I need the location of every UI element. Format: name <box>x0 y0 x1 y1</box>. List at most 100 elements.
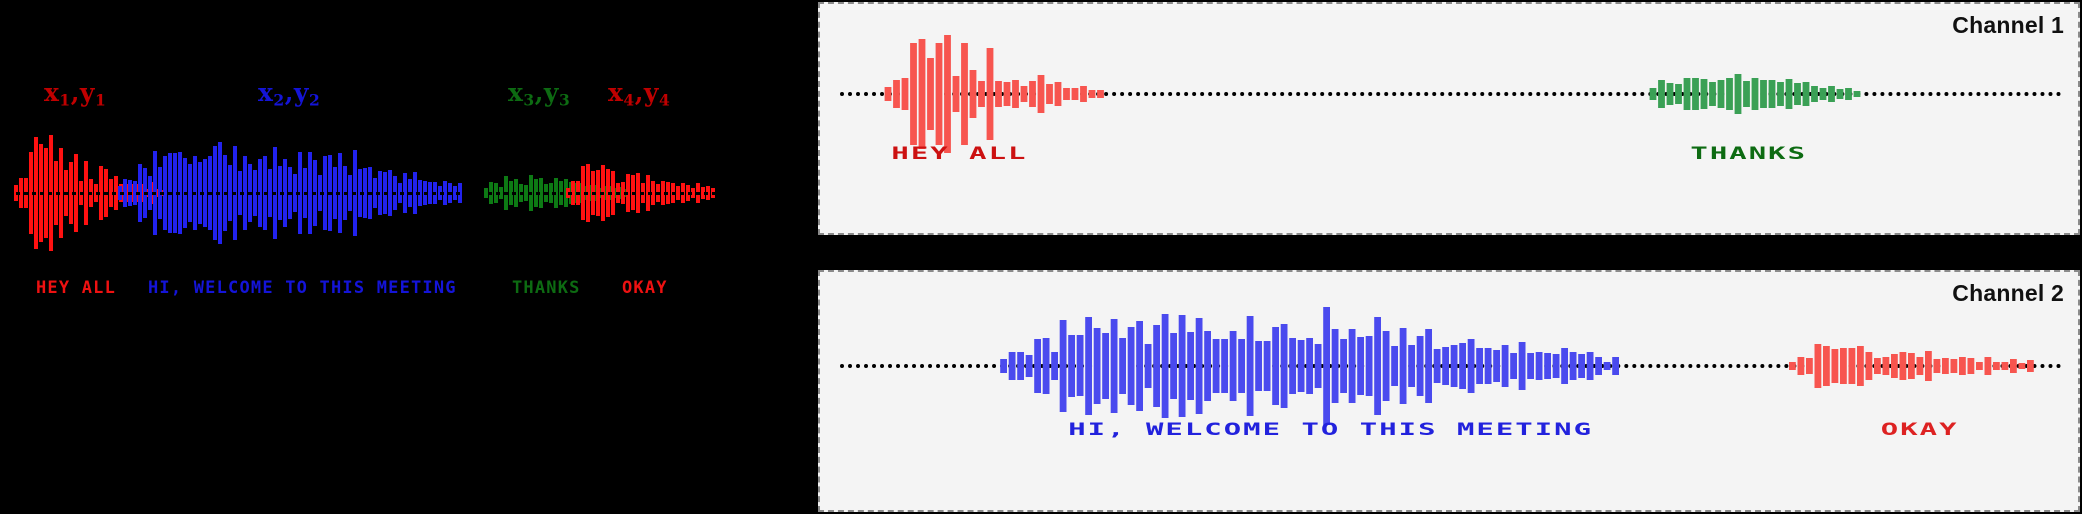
label-x: x1 <box>44 78 71 110</box>
waveform-bar <box>952 76 960 112</box>
waveform-bar <box>1857 346 1864 386</box>
waveform-bar <box>1063 88 1070 100</box>
channel-1-title: Channel 1 <box>1952 12 2064 38</box>
waveform-bar <box>1399 328 1407 404</box>
waveform-bar <box>1034 339 1041 393</box>
waveform-bar <box>1700 79 1708 109</box>
waveform-bar <box>1459 343 1466 389</box>
label-x: x3 <box>508 78 535 110</box>
waveform-bar <box>1510 352 1517 380</box>
waveform-bar <box>1170 333 1177 399</box>
waveform-bar <box>1280 324 1288 408</box>
waveform-bar <box>1823 346 1830 386</box>
waveform-bar <box>1916 357 1924 375</box>
waveform-bar <box>1785 79 1793 109</box>
label-x: x4 <box>608 78 635 110</box>
waveform-bar <box>1348 328 1356 404</box>
waveform-bar <box>1323 306 1330 426</box>
waveform-bar <box>1828 85 1835 102</box>
waveform-bar <box>1306 337 1313 395</box>
waveform-bar <box>1865 351 1873 381</box>
waveform-bar <box>1603 361 1611 371</box>
waveform-bar <box>1054 82 1062 106</box>
channel-1-zero-axis <box>840 92 2062 96</box>
waveform-bar <box>1416 335 1424 397</box>
waveform-bar <box>2001 361 2009 371</box>
waveform-bar <box>1442 347 1449 385</box>
waveform-bar <box>1595 356 1602 376</box>
waveform-bar <box>1153 325 1160 407</box>
waveform-bar <box>1806 357 1813 375</box>
waveform-bar <box>893 79 900 109</box>
waveform-bar <box>1263 341 1271 391</box>
waveform-bar <box>1042 338 1050 394</box>
label-y: y4 <box>643 78 671 110</box>
waveform-bar <box>1874 357 1881 375</box>
waveform-bar <box>1314 343 1322 389</box>
waveform-bar <box>986 48 994 140</box>
waveform-bar <box>1853 90 1861 98</box>
waveform-bar <box>1544 352 1551 380</box>
channel-1-panel: Channel 1 HEY ALL THANKS <box>818 2 2080 235</box>
channel-2-wave-okay <box>820 272 2082 510</box>
waveform-bar <box>1675 84 1682 104</box>
waveform-bar <box>1017 352 1024 380</box>
waveform-bar <box>1925 351 1932 381</box>
waveform-bar <box>1933 359 1941 373</box>
waveform-bar <box>884 86 892 102</box>
waveform-bar <box>1374 316 1381 415</box>
waveform-bar <box>1020 85 1028 103</box>
waveform-bar <box>1178 315 1186 417</box>
waveform-bar <box>1102 333 1109 399</box>
waveform-bar <box>927 58 934 130</box>
waveform-bar <box>1518 342 1526 390</box>
waveform-bar <box>1726 78 1733 110</box>
waveform-bar <box>1535 351 1543 381</box>
label-y: y3 <box>543 78 571 110</box>
waveform-bar <box>1794 83 1801 105</box>
waveform-bar <box>1408 345 1415 387</box>
waveform-bar <box>1717 80 1725 108</box>
waveform-bar <box>1059 319 1067 413</box>
channel-2-waveform-group <box>820 272 2082 510</box>
waveform-bar <box>1012 80 1019 108</box>
waveform-bar <box>918 38 926 150</box>
waveform-bar <box>1527 353 1534 379</box>
waveform-bar <box>1845 87 1852 101</box>
label-comma: , <box>284 78 294 107</box>
label-comma: , <box>634 78 644 107</box>
waveform-bar <box>961 42 968 146</box>
waveform-bar <box>1984 357 1992 375</box>
waveform-bar <box>1088 89 1096 99</box>
source-label-s1: x1,y1 <box>44 78 106 109</box>
waveform-bar <box>1187 332 1194 400</box>
waveform-bar <box>1743 80 1750 108</box>
waveform-bar <box>1025 354 1033 378</box>
waveform-bar <box>1046 84 1053 104</box>
waveform-bar <box>1891 354 1898 378</box>
waveform-bar <box>1003 82 1011 106</box>
mixed-caption-c4: OKAY <box>622 278 668 298</box>
waveform-bar <box>1768 79 1776 109</box>
waveform-bar <box>1051 351 1058 381</box>
waveform-bar <box>1578 354 1585 378</box>
source-label-s2: x2,y2 <box>258 78 320 109</box>
mixed-caption-c2: HI, WELCOME TO THIS MEETING <box>148 278 457 298</box>
mixed-audio-panel: x1,y1 x2,y2 x3,y3 x4,y4 HEY ALL HI, WELCOME … <box>0 0 812 514</box>
waveform-bar <box>1709 82 1716 106</box>
waveform-bar <box>1942 358 1949 374</box>
waveform-bar <box>1751 77 1759 110</box>
waveform-bar <box>1848 348 1856 384</box>
channel-1-waveform-group <box>820 4 2082 233</box>
channel-2-wave-welcome <box>820 272 2082 510</box>
label-y: y1 <box>79 78 107 110</box>
waveform-bar <box>1161 314 1169 418</box>
mixed-zero-axis <box>8 192 720 195</box>
waveform-bar <box>1289 338 1296 394</box>
waveform-bar <box>1789 362 1796 370</box>
mixed-caption-c3: THANKS <box>512 278 581 298</box>
waveform-bar <box>1797 356 1805 376</box>
waveform-bar <box>1037 74 1045 114</box>
waveform-bar <box>1093 327 1101 405</box>
